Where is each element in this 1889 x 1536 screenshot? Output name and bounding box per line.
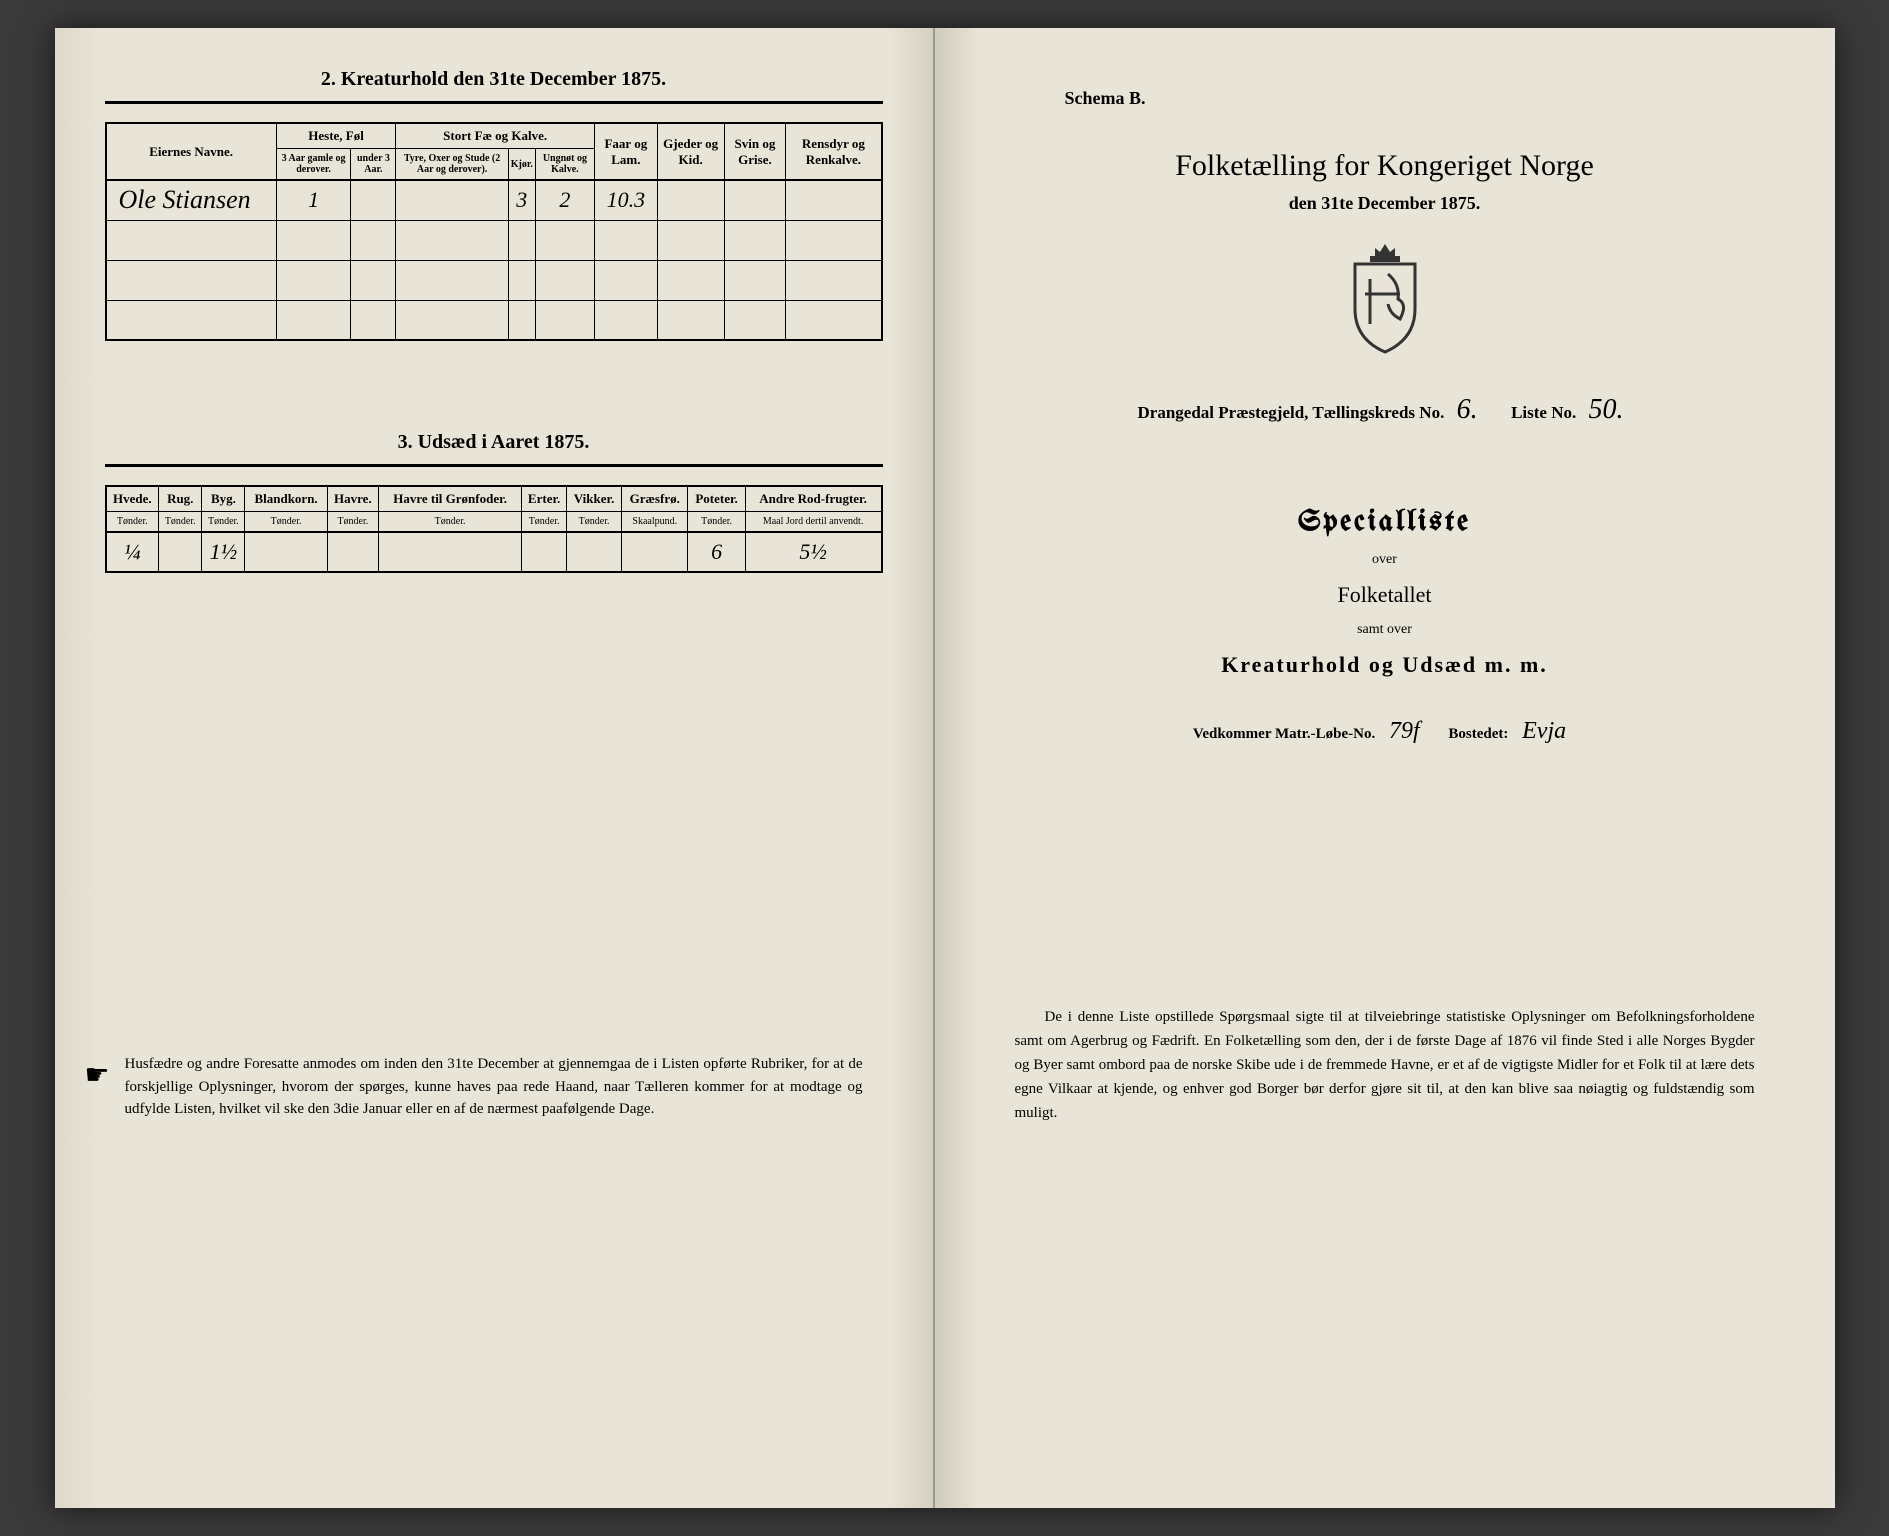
book-spread: 2. Kreaturhold den 31te December 1875. E… bbox=[55, 28, 1835, 1508]
grp-horses: Heste, Føl bbox=[276, 123, 396, 149]
kreatur-label: Kreaturhold og Udsæd m. m. bbox=[1005, 652, 1765, 678]
sub-h1: 3 Aar gamle og derover. bbox=[276, 149, 351, 181]
left-footer: ☛ Husfædre og andre Foresatte anmodes om… bbox=[105, 1053, 883, 1121]
col-reindeer: Rensdyr og Renkalve. bbox=[786, 123, 882, 180]
seed-cell bbox=[379, 532, 522, 572]
sub-date: den 31te December 1875. bbox=[1005, 193, 1765, 214]
cell-s2: 3 bbox=[508, 180, 535, 220]
seed-cell bbox=[245, 532, 327, 572]
seed-col: Græsfrø. bbox=[622, 486, 688, 512]
seed-cell: 6 bbox=[688, 532, 745, 572]
cell-s1 bbox=[396, 180, 508, 220]
seed-col: Havre. bbox=[327, 486, 378, 512]
seed-col: Erter. bbox=[522, 486, 567, 512]
seed-col: Vikker. bbox=[567, 486, 622, 512]
cell-h2 bbox=[351, 180, 396, 220]
seed-unit: Tønder. bbox=[522, 512, 567, 533]
col-owner: Eiernes Navne. bbox=[106, 123, 277, 180]
grp-cattle: Stort Fæ og Kalve. bbox=[396, 123, 595, 149]
seed-cell bbox=[159, 532, 202, 572]
col-goats: Gjeder og Kid. bbox=[657, 123, 724, 180]
seed-unit: Tønder. bbox=[159, 512, 202, 533]
livestock-table: Eiernes Navne. Heste, Føl Stort Fæ og Ka… bbox=[105, 122, 883, 341]
seed-col: Rug. bbox=[159, 486, 202, 512]
footer-text: Husfædre og andre Foresatte anmodes om i… bbox=[125, 1056, 863, 1117]
folketallet-label: Folketallet bbox=[1005, 582, 1765, 608]
cell-s3: 2 bbox=[535, 180, 594, 220]
owner-name: Ole Stiansen bbox=[106, 180, 277, 220]
cell-svin bbox=[724, 180, 786, 220]
sub-s1: Tyre, Oxer og Stude (2 Aar og derover). bbox=[396, 149, 508, 181]
seed-unit: Tønder. bbox=[202, 512, 245, 533]
liste-label: Liste No. bbox=[1511, 403, 1576, 422]
section3-title: 3. Udsæd i Aaret 1875. bbox=[105, 431, 883, 454]
specialliste-title: Specialliste bbox=[1005, 506, 1765, 538]
kreds-number: 6. bbox=[1449, 394, 1486, 425]
cell-gjed bbox=[657, 180, 724, 220]
seed-cell: 5½ bbox=[745, 532, 881, 572]
right-footer-text: De i denne Liste opstillede Spørgsmaal s… bbox=[1015, 1005, 1755, 1125]
cell-rens bbox=[786, 180, 882, 220]
district-prefix: Drangedal Præstegjeld, Tællingskreds No. bbox=[1138, 403, 1445, 422]
seed-cell bbox=[567, 532, 622, 572]
samt-label: samt over bbox=[1005, 622, 1765, 638]
seed-unit: Tønder. bbox=[567, 512, 622, 533]
seed-cell bbox=[522, 532, 567, 572]
rule bbox=[105, 101, 883, 104]
matr-no: 79f bbox=[1379, 718, 1430, 744]
cell-faar: 10.3 bbox=[594, 180, 657, 220]
main-title: Folketælling for Kongeriget Norge bbox=[1005, 149, 1765, 183]
seed-cell bbox=[622, 532, 688, 572]
seed-col: Blandkorn. bbox=[245, 486, 327, 512]
seed-unit: Tønder. bbox=[106, 512, 159, 533]
right-footer: De i denne Liste opstillede Spørgsmaal s… bbox=[1005, 1005, 1765, 1125]
bosted-label: Bostedet: bbox=[1448, 726, 1508, 742]
district-line: Drangedal Præstegjeld, Tællingskreds No.… bbox=[1005, 394, 1765, 426]
schema-label: Schema B. bbox=[1065, 88, 1765, 109]
seed-cell: 1½ bbox=[202, 532, 245, 572]
seed-col: Hvede. bbox=[106, 486, 159, 512]
coat-of-arms-icon bbox=[1340, 244, 1430, 354]
liste-number: 50. bbox=[1580, 394, 1631, 425]
sub-s3: Ungnøt og Kalve. bbox=[535, 149, 594, 181]
seed-unit: Tønder. bbox=[379, 512, 522, 533]
vedk-label: Vedkommer Matr.-Løbe-No. bbox=[1193, 726, 1375, 742]
sub-h2: under 3 Aar. bbox=[351, 149, 396, 181]
vedkommer-line: Vedkommer Matr.-Løbe-No. 79f Bostedet: E… bbox=[1005, 718, 1765, 745]
seed-col: Havre til Grønfoder. bbox=[379, 486, 522, 512]
seed-col: Byg. bbox=[202, 486, 245, 512]
sub-s2: Kjør. bbox=[508, 149, 535, 181]
seed-unit: Tønder. bbox=[327, 512, 378, 533]
seed-cell bbox=[327, 532, 378, 572]
cell-h1: 1 bbox=[276, 180, 351, 220]
section2-title: 2. Kreaturhold den 31te December 1875. bbox=[105, 68, 883, 91]
right-page: Schema B. Folketælling for Kongeriget No… bbox=[935, 28, 1835, 1508]
seed-col: Andre Rod-frugter. bbox=[745, 486, 881, 512]
seed-unit: Skaalpund. bbox=[622, 512, 688, 533]
left-page: 2. Kreaturhold den 31te December 1875. E… bbox=[55, 28, 935, 1508]
seed-unit: Maal Jord dertil anvendt. bbox=[745, 512, 881, 533]
seed-unit: Tønder. bbox=[688, 512, 745, 533]
bosted-value: Evja bbox=[1512, 718, 1576, 744]
seed-table: Hvede.Rug.Byg.Blandkorn.Havre.Havre til … bbox=[105, 485, 883, 573]
pointing-hand-icon: ☛ bbox=[85, 1055, 110, 1097]
over-label: over bbox=[1005, 552, 1765, 568]
seed-cell: ¼ bbox=[106, 532, 159, 572]
col-pigs: Svin og Grise. bbox=[724, 123, 786, 180]
seed-unit: Tønder. bbox=[245, 512, 327, 533]
col-sheep: Faar og Lam. bbox=[594, 123, 657, 180]
seed-col: Poteter. bbox=[688, 486, 745, 512]
rule bbox=[105, 464, 883, 467]
